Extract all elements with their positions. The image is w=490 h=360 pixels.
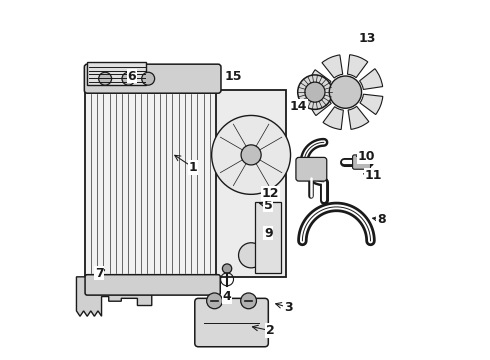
Text: 7: 7: [95, 267, 103, 280]
Circle shape: [305, 82, 325, 102]
Circle shape: [122, 72, 135, 85]
Text: 13: 13: [359, 32, 376, 45]
Polygon shape: [76, 277, 152, 316]
Circle shape: [142, 72, 155, 85]
Wedge shape: [323, 107, 343, 130]
Circle shape: [241, 145, 261, 165]
FancyBboxPatch shape: [85, 275, 220, 295]
FancyBboxPatch shape: [296, 157, 327, 181]
Bar: [216, 90, 286, 277]
Text: 1: 1: [189, 161, 197, 174]
Text: 8: 8: [377, 213, 386, 226]
Wedge shape: [348, 106, 369, 129]
Text: 3: 3: [284, 301, 293, 314]
FancyBboxPatch shape: [84, 64, 221, 93]
Text: 15: 15: [225, 69, 242, 82]
Wedge shape: [360, 94, 383, 114]
Wedge shape: [360, 69, 383, 90]
Wedge shape: [308, 95, 331, 116]
FancyBboxPatch shape: [353, 155, 370, 169]
Wedge shape: [308, 70, 331, 90]
Text: 9: 9: [264, 226, 272, 239]
FancyBboxPatch shape: [195, 298, 269, 347]
Text: 6: 6: [128, 69, 136, 82]
Text: 10: 10: [358, 150, 375, 163]
Circle shape: [222, 264, 232, 273]
Text: 11: 11: [365, 169, 382, 182]
Circle shape: [98, 72, 112, 85]
Bar: [85, 90, 220, 277]
Circle shape: [207, 293, 222, 309]
Wedge shape: [347, 55, 368, 78]
Wedge shape: [322, 55, 343, 78]
Text: 5: 5: [264, 199, 272, 212]
Circle shape: [298, 75, 332, 109]
Circle shape: [239, 243, 264, 268]
Text: 4: 4: [222, 290, 231, 303]
Circle shape: [241, 293, 256, 309]
Bar: [255, 202, 281, 273]
Text: 14: 14: [289, 100, 307, 113]
Circle shape: [212, 116, 291, 194]
Circle shape: [329, 76, 362, 108]
Text: 12: 12: [261, 187, 279, 200]
Bar: [87, 62, 147, 85]
Text: 2: 2: [266, 324, 274, 337]
